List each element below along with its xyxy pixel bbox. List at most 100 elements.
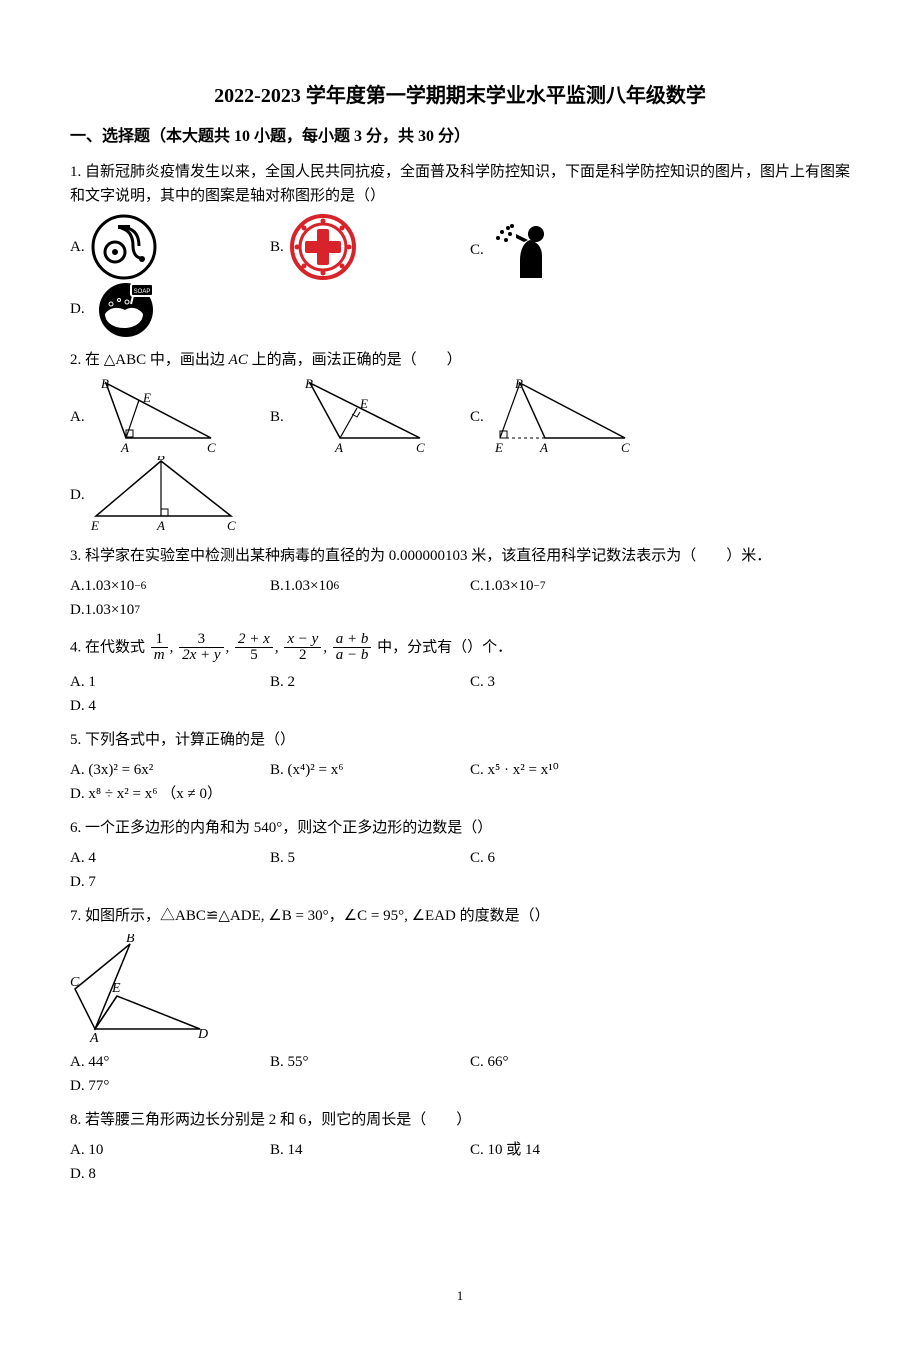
q2-ac: AC xyxy=(229,352,248,368)
opt-label: D. xyxy=(70,483,85,507)
q6-opt-b: B. 5 xyxy=(270,846,460,870)
q5-opt-c: C. x⁵ · x² = x¹⁰ xyxy=(470,758,660,782)
svg-text:C: C xyxy=(416,440,425,455)
q3-opt-b: B. 1.03×106 xyxy=(270,574,460,598)
question-1: 1. 自新冠肺炎疫情发生以来，全国人民共同抗疫，全面普及科学防控知识，下面是科学… xyxy=(70,160,850,338)
svg-text:C: C xyxy=(621,440,630,455)
fraction: 32x + y xyxy=(179,632,223,665)
opt-label: C. xyxy=(470,238,484,262)
q5-opt-d: D. x⁸ ÷ x² = x⁶ （x ≠ 0） xyxy=(70,782,290,806)
triangle-a-diagram: B E A C xyxy=(91,378,226,456)
q8-opt-d: D. 8 xyxy=(70,1162,260,1186)
q1-text: 1. 自新冠肺炎疫情发生以来，全国人民共同抗疫，全面普及科学防控知识，下面是科学… xyxy=(70,160,850,208)
q2-opt-d: D. B E A C xyxy=(70,456,260,534)
opt-label: B. xyxy=(270,235,284,259)
q7-opt-c: C. 66° xyxy=(470,1050,660,1074)
svg-text:D: D xyxy=(197,1027,208,1042)
svg-text:C: C xyxy=(70,975,80,990)
opt-label: C. xyxy=(470,574,484,598)
q7-opt-b: B. 55° xyxy=(270,1050,460,1074)
q6-text: 6. 一个正多边形的内角和为 540°，则这个正多边形的边数是（） xyxy=(70,816,850,840)
svg-text:B: B xyxy=(305,378,313,391)
svg-text:A: A xyxy=(539,440,548,455)
q5-opt-b: B. (x⁴)² = x⁶ xyxy=(270,758,460,782)
opt-label: B. xyxy=(270,758,284,782)
opt-label: A. xyxy=(70,574,85,598)
svg-text:B: B xyxy=(126,934,135,946)
opt-label: A. xyxy=(70,405,85,429)
question-7: 7. 如图所示，△ABC≌△ADE, ∠B = 30°，∠C = 95°, ∠E… xyxy=(70,904,850,1098)
q6-opt-d: D. 7 xyxy=(70,870,260,894)
q5-text: 5. 下列各式中，计算正确的是（） xyxy=(70,728,850,752)
opt-label: D. xyxy=(70,297,85,321)
q2-text: 2. 在 △ABC 中，画出边 AC 上的高，画法正确的是（ ） xyxy=(70,348,850,372)
q7-opt-a: A. 44° xyxy=(70,1050,260,1074)
cough-icon xyxy=(490,220,556,280)
q3-opt-c: C. 1.03×10−7 xyxy=(470,574,660,598)
svg-text:A: A xyxy=(156,518,165,533)
question-8: 8. 若等腰三角形两边长分别是 2 和 6，则它的周长是（ ） A. 10 B.… xyxy=(70,1108,850,1186)
q2-post: 上的高，画法正确的是（ ） xyxy=(248,352,462,368)
page-number: 1 xyxy=(70,1286,850,1307)
q6-opt-c: C. 6 xyxy=(470,846,660,870)
svg-text:A: A xyxy=(89,1031,99,1044)
triangle-b-diagram: B E A C xyxy=(290,378,430,456)
opt-label: C. xyxy=(470,758,484,782)
q2-opt-c: C. B E A C xyxy=(470,378,660,456)
redcross-icon xyxy=(290,214,356,280)
svg-text:B: B xyxy=(515,378,523,391)
q3-opt-d: D. 1.03×107 xyxy=(70,598,260,622)
svg-text:C: C xyxy=(227,518,236,533)
q3-opt-a: A. 1.03×10−6 xyxy=(70,574,260,598)
opt-label: D. xyxy=(70,598,85,622)
svg-text:SOAP: SOAP xyxy=(133,289,150,295)
q4-opt-b: B. 2 xyxy=(270,670,460,694)
opt-label: C. xyxy=(470,405,484,429)
page-title: 2022-2023 学年度第一学期期末学业水平监测八年级数学 xyxy=(70,80,850,112)
question-5: 5. 下列各式中，计算正确的是（） A. (3x)² = 6x² B. (x⁴)… xyxy=(70,728,850,806)
q2-tri: △ABC xyxy=(104,352,146,368)
svg-text:E: E xyxy=(91,518,99,533)
fraction: 1m xyxy=(151,632,168,665)
svg-text:C: C xyxy=(207,440,216,455)
fraction: x − y2 xyxy=(284,632,321,665)
opt-label: A. xyxy=(70,758,85,782)
q4-opt-c: C. 3 xyxy=(470,670,660,694)
q8-opt-b: B. 14 xyxy=(270,1138,460,1162)
q8-opt-a: A. 10 xyxy=(70,1138,260,1162)
q4-opt-d: D. 4 xyxy=(70,694,260,718)
question-6: 6. 一个正多边形的内角和为 540°，则这个正多边形的边数是（） A. 4 B… xyxy=(70,816,850,894)
triangle-c-diagram: B E A C xyxy=(490,378,635,456)
q3-text: 3. 科学家在实验室中检测出某种病毒的直径的为 0.000000103 米，该直… xyxy=(70,544,850,568)
opt-label: B. xyxy=(270,405,284,429)
q7-opt-d: D. 77° xyxy=(70,1074,260,1098)
q7-text: 7. 如图所示，△ABC≌△ADE, ∠B = 30°，∠C = 95°, ∠E… xyxy=(70,904,850,928)
q7-figure: B C E A D xyxy=(70,934,850,1044)
fraction: a + ba − b xyxy=(333,632,372,665)
triangle-d-diagram: B E A C xyxy=(91,456,241,534)
q8-text: 8. 若等腰三角形两边长分别是 2 和 6，则它的周长是（ ） xyxy=(70,1108,850,1132)
svg-text:B: B xyxy=(101,378,109,391)
q4-text: 4. 在代数式 1m, 32x + y, 2 + x5, x − y2, a +… xyxy=(70,632,850,665)
question-2: 2. 在 △ABC 中，画出边 AC 上的高，画法正确的是（ ） A. B E … xyxy=(70,348,850,534)
q2-opt-a: A. B E A C xyxy=(70,378,260,456)
fraction: 2 + x5 xyxy=(235,632,273,665)
q2-mid: 中，画出边 xyxy=(146,352,229,368)
svg-text:B: B xyxy=(157,456,165,463)
svg-text:E: E xyxy=(359,396,368,411)
q1-opt-a: A. xyxy=(70,214,260,280)
question-3: 3. 科学家在实验室中检测出某种病毒的直径的为 0.000000103 米，该直… xyxy=(70,544,850,622)
q1-opt-c: C. xyxy=(470,220,660,280)
q5-opt-a: A. (3x)² = 6x² xyxy=(70,758,260,782)
opt-label: B. xyxy=(270,574,284,598)
opt-label: A. xyxy=(70,235,85,259)
svg-text:E: E xyxy=(111,981,121,996)
section-heading: 一、选择题（本大题共 10 小题，每小题 3 分，共 30 分） xyxy=(70,124,850,150)
q8-opt-c: C. 10 或 14 xyxy=(470,1138,660,1162)
svg-text:E: E xyxy=(494,440,503,455)
q1-opt-d: D. SOAP xyxy=(70,280,260,338)
opt-label: D. xyxy=(70,782,85,806)
svg-text:E: E xyxy=(142,390,151,405)
question-4: 4. 在代数式 1m, 32x + y, 2 + x5, x − y2, a +… xyxy=(70,632,850,719)
q2-pre: 2. 在 xyxy=(70,352,104,368)
